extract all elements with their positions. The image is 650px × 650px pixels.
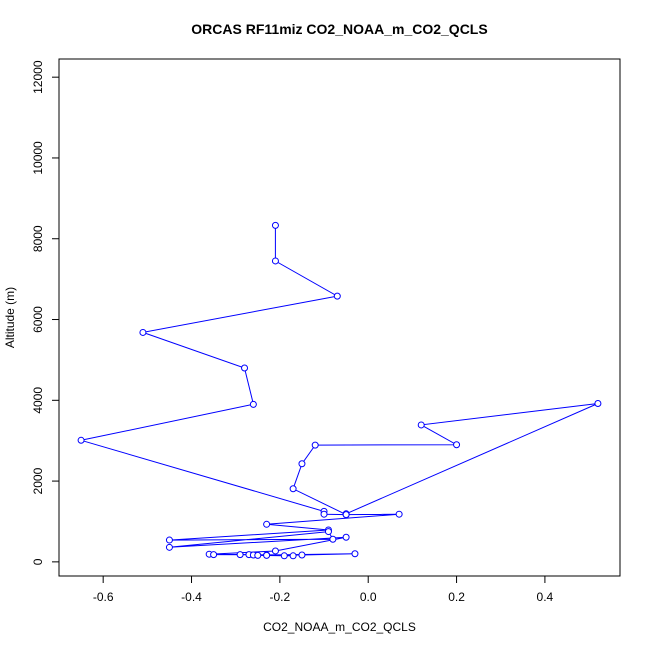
y-tick-label: 0	[31, 558, 45, 565]
data-point	[298, 460, 306, 468]
x-tick-label: 0.2	[448, 590, 465, 604]
series-line	[80, 225, 599, 557]
x-tick-label: 0.0	[360, 590, 377, 604]
x-axis: -0.6 -0.4 -0.2 0.0 0.2 0.4	[93, 575, 554, 604]
y-axis-label: Altitude (m)	[3, 287, 17, 348]
data-point	[165, 543, 173, 551]
data-point	[271, 547, 279, 555]
data-point	[280, 552, 288, 560]
data-point	[351, 550, 359, 558]
data-point	[254, 551, 262, 559]
data-point	[342, 511, 350, 519]
data-point	[594, 400, 602, 408]
x-tick-label: 0.4	[537, 590, 554, 604]
y-axis: 0 2000 4000 6000 8000 10000 12000	[31, 60, 60, 565]
y-tick-label: 8000	[31, 225, 45, 252]
data-point	[77, 436, 85, 444]
data-point	[263, 520, 271, 528]
y-tick-label: 4000	[31, 387, 45, 414]
y-tick-label: 10000	[31, 141, 45, 175]
y-tick-label: 6000	[31, 306, 45, 333]
x-axis-label: CO2_NOAA_m_CO2_QCLS	[263, 620, 416, 634]
data-point	[165, 536, 173, 544]
data-point	[289, 485, 297, 493]
data-point	[139, 328, 147, 336]
y-tick-label: 2000	[31, 467, 45, 494]
data-point	[249, 400, 257, 408]
data-point	[298, 551, 306, 559]
data-point	[271, 221, 279, 229]
data-point	[320, 510, 328, 518]
x-tick-label: -0.4	[181, 590, 202, 604]
data-point	[333, 292, 341, 300]
data-point	[311, 441, 319, 449]
data-point	[395, 510, 403, 518]
x-tick-label: -0.2	[270, 590, 291, 604]
data-point	[289, 552, 297, 560]
plot-frame	[58, 58, 621, 577]
data-point	[453, 441, 461, 449]
data-point	[417, 421, 425, 429]
data-point	[210, 551, 218, 559]
data-point	[271, 257, 279, 265]
data-point	[236, 551, 244, 559]
data-point	[263, 551, 271, 559]
x-tick-label: -0.6	[93, 590, 114, 604]
data-point	[324, 528, 332, 536]
data-point	[329, 535, 337, 543]
chart-title: ORCAS RF11miz CO2_NOAA_m_CO2_QCLS	[191, 21, 487, 37]
series-co2-diff	[77, 221, 602, 560]
data-point	[241, 364, 249, 372]
y-tick-label: 12000	[31, 60, 45, 94]
data-point	[342, 533, 350, 541]
